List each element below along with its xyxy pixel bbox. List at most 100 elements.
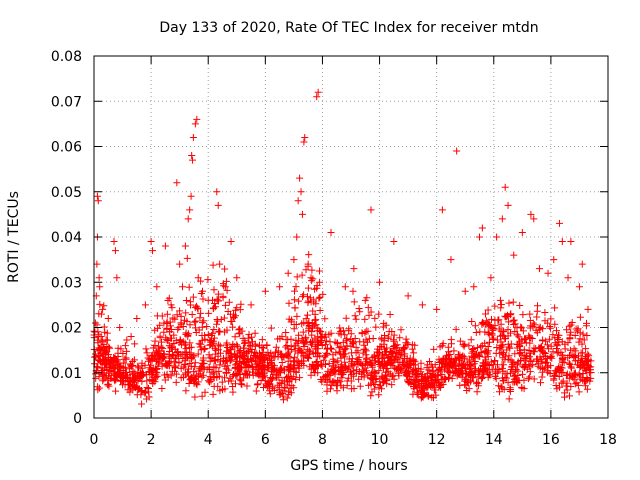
data-point [91,319,99,327]
data-point [104,314,112,322]
data-point [181,242,189,250]
data-point [461,287,469,295]
data-point [247,301,255,309]
data-point [99,305,107,313]
data-point [93,192,101,200]
data-point [316,278,324,286]
data-point [184,215,192,223]
data-point [361,296,369,304]
data-point [300,138,308,146]
data-point [327,228,335,236]
data-point [284,269,292,277]
data-point [307,274,315,282]
data-point [133,314,141,322]
data-point [535,265,543,273]
y-tick-label: 0.07 [51,94,82,110]
data-point [96,283,104,291]
y-tick-label: 0.05 [51,185,82,201]
chart-title: Day 133 of 2020, Rate Of TEC Index for r… [159,20,538,36]
data-point [341,283,349,291]
x-tick-label: 14 [485,432,503,448]
x-tick-label: 16 [542,432,560,448]
data-point [585,369,593,377]
x-tick-label: 8 [318,432,327,448]
data-point [191,120,199,128]
data-point [294,197,302,205]
data-point [94,197,102,205]
data-point [186,206,194,214]
data-point [276,283,284,291]
data-point [530,215,538,223]
data-point [376,278,384,286]
data-point [179,283,187,291]
data-point [95,274,103,282]
data-point [227,238,235,246]
data-point [153,283,161,291]
data-point [221,283,229,291]
data-point [438,206,446,214]
data-point [555,219,563,227]
data-point [584,305,592,313]
data-point [199,287,207,295]
data-point [261,287,269,295]
data-point [110,238,118,246]
data-point [167,301,175,309]
data-point [476,233,483,241]
data-point [304,260,312,268]
data-point [544,269,552,277]
data-point [367,206,375,214]
data-point [290,256,298,264]
y-tick-label: 0 [73,411,82,427]
data-point [501,183,509,191]
data-point [527,210,535,218]
data-point [176,260,184,268]
y-tick-label: 0.04 [51,230,82,246]
data-points [90,88,595,408]
x-tick-label: 12 [428,432,446,448]
data-point [578,260,586,268]
data-point [575,283,583,291]
data-point [214,201,222,209]
y-tick-label: 0.08 [51,49,82,65]
y-tick-label: 0.03 [51,275,82,291]
data-point [161,242,169,250]
data-point [298,210,306,218]
data-point [493,233,501,241]
x-tick-label: 2 [147,432,156,448]
y-tick-label: 0.01 [51,366,82,382]
data-point [233,274,241,282]
data-point [470,283,478,291]
data-point [404,292,412,300]
data-point [101,346,109,354]
data-point [510,251,518,259]
data-point [487,274,495,282]
data-point [296,174,304,182]
data-point [433,305,441,313]
data-point [149,247,157,255]
data-point [498,215,506,223]
data-point [567,238,575,246]
data-point [447,256,455,264]
data-point [189,156,197,164]
data-point [504,201,512,209]
data-point [91,360,99,368]
data-point [147,238,155,246]
data-point [313,93,321,101]
data-point [127,333,135,341]
data-point [418,301,426,309]
data-point [314,88,322,96]
data-point [301,133,309,141]
data-point [141,301,149,309]
y-tick-labels: 0 0.01 0.02 0.03 0.04 0.05 0.06 0.07 0.08 [51,49,82,427]
data-point [204,296,212,304]
data-point [558,238,566,246]
data-point [390,238,398,246]
x-tick-label: 6 [261,432,270,448]
data-point [564,274,572,282]
y-tick-label: 0.02 [51,321,82,337]
data-point [173,179,181,187]
data-point [297,188,305,196]
data-point [194,274,202,282]
x-tick-label: 4 [204,432,213,448]
